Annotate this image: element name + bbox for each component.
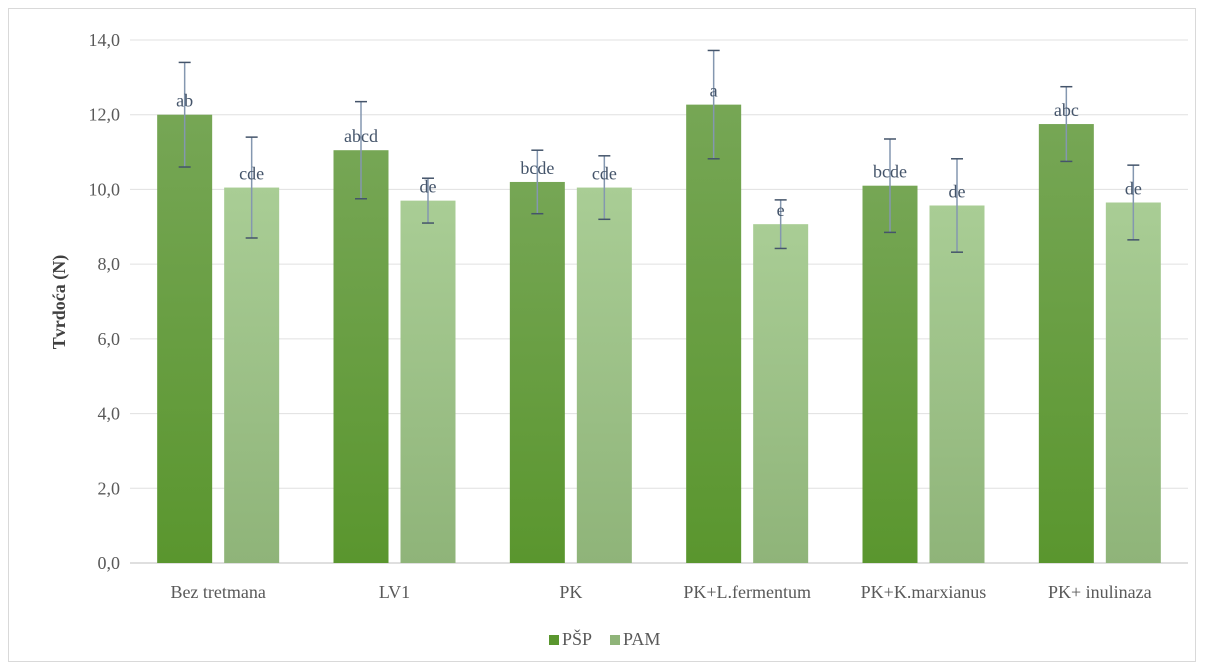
error-bar [531, 149, 544, 215]
category-label: PK+K.marxianus [861, 582, 987, 602]
category-label: PK+L.fermentum [683, 582, 811, 602]
data-label: abc [1054, 100, 1079, 120]
y-tick-label: 6,0 [98, 329, 121, 349]
bar-pam [1105, 202, 1161, 563]
error-bar [884, 138, 896, 234]
y-tick-label: 10,0 [89, 179, 121, 199]
data-label: de [949, 181, 966, 201]
data-label: abcd [344, 126, 378, 146]
error-bars [178, 49, 1140, 253]
category-label: LV1 [379, 582, 410, 602]
data-label: cde [592, 164, 617, 184]
data-label: de [420, 177, 437, 197]
error-bar [598, 155, 611, 221]
y-tick-label: 12,0 [89, 105, 121, 125]
error-bar [178, 61, 191, 168]
bar-psp [509, 181, 565, 563]
y-axis-ticks: 0,0 2,0 4,0 6,0 8,0 10,0 12,0 14,0 [89, 30, 121, 573]
data-label: ab [176, 91, 193, 111]
bar-pam [576, 187, 632, 563]
legend-swatch [610, 635, 620, 645]
error-bar [245, 136, 258, 239]
error-bar [1127, 164, 1140, 241]
gridlines [130, 39, 1188, 564]
error-bar [355, 100, 367, 200]
y-tick-label: 4,0 [98, 404, 121, 424]
category-label: PK [559, 582, 582, 602]
data-label: a [710, 81, 718, 101]
error-bar [1060, 85, 1073, 163]
legend-item: PŠP [549, 628, 592, 649]
y-axis-title: Tvrdoća (N) [49, 255, 70, 349]
data-label: bcde [873, 162, 907, 182]
y-tick-label: 8,0 [98, 254, 121, 274]
legend-swatch [549, 635, 559, 645]
y-tick-label: 14,0 [89, 30, 121, 50]
bar-pam [224, 187, 280, 563]
error-bar [707, 49, 720, 160]
bar-pam [929, 205, 985, 564]
bar-psp [686, 104, 742, 563]
x-axis-categories: Bez tretmana LV1 PK PK+L.fermentum PK+K.marx… [170, 582, 1151, 602]
legend-label: PAM [623, 629, 660, 649]
y-tick-label: 0,0 [98, 553, 121, 573]
bar-psp [1038, 124, 1094, 563]
bar-psp [157, 114, 213, 563]
data-label: e [777, 200, 785, 220]
legend-label: PŠP [562, 628, 592, 649]
data-label: bcde [520, 158, 554, 178]
bars [157, 104, 1161, 564]
bar-pam [753, 224, 809, 563]
bar-pam [400, 200, 456, 563]
bar-psp [862, 185, 918, 563]
category-label: Bez tretmana [170, 582, 265, 602]
data-label: de [1125, 179, 1142, 199]
legend-item: PAM [610, 629, 660, 649]
category-label: PK+ inulinaza [1048, 582, 1152, 602]
error-bar [951, 158, 963, 253]
data-label: cde [239, 164, 264, 184]
y-tick-label: 2,0 [98, 478, 121, 498]
legend: PŠP PAM [549, 628, 660, 649]
error-bar [422, 177, 434, 224]
bar-psp [333, 150, 389, 564]
error-bar [774, 199, 787, 250]
